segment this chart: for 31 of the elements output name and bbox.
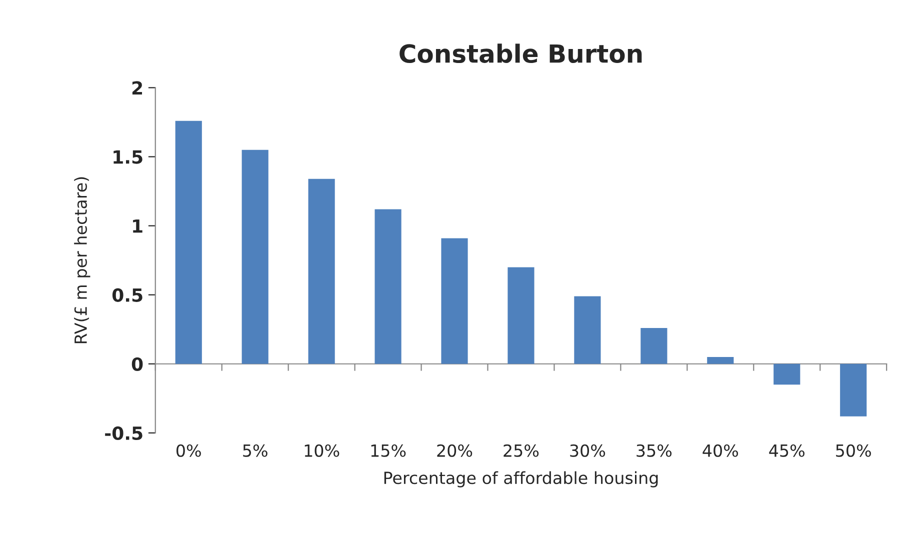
bar	[441, 238, 468, 364]
x-tick-label: 30%	[570, 444, 606, 457]
x-tick-label: 15%	[371, 444, 406, 457]
bar	[707, 356, 734, 364]
bar	[175, 120, 202, 364]
bar	[774, 364, 800, 385]
y-tick-label: 0.5	[112, 288, 142, 302]
x-tick-label: 0%	[176, 444, 201, 457]
y-tick-label: 0	[132, 357, 143, 371]
x-tick-label: 10%	[304, 444, 340, 457]
x-tick-label: 50%	[836, 444, 871, 457]
x-tick-label: 35%	[636, 444, 672, 457]
chart-title: Constable Burton	[400, 44, 642, 64]
y-axis-title: RV(£ m per hectare)	[74, 177, 90, 344]
x-tick-label: 45%	[769, 444, 804, 457]
bar	[840, 364, 867, 416]
bar	[374, 209, 402, 364]
x-axis-title: Percentage of affordable housing	[384, 471, 658, 488]
x-tick-label: 25%	[504, 444, 539, 457]
x-tick-label: 40%	[702, 444, 738, 457]
bar	[508, 267, 534, 364]
y-tick-label: 1.5	[114, 150, 142, 164]
y-tick-label: 2	[132, 81, 142, 95]
y-tick-label: 1	[133, 219, 142, 233]
bar	[640, 328, 668, 364]
bar	[574, 296, 601, 364]
bar	[242, 150, 268, 364]
x-tick-label: 5%	[243, 444, 268, 457]
y-tick-label: -0.5	[105, 426, 142, 440]
bar	[308, 178, 335, 364]
x-tick-label: 20%	[437, 444, 472, 457]
